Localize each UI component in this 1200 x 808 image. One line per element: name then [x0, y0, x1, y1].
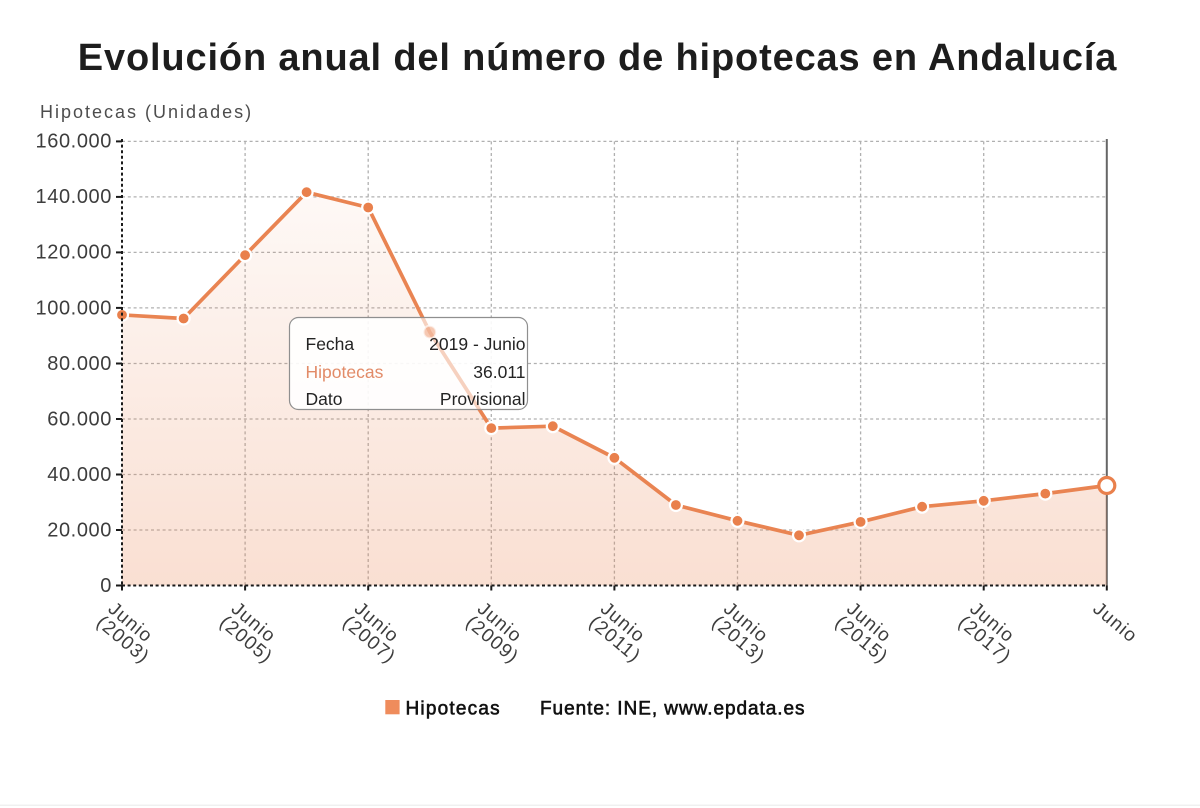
svg-text:40.000: 40.000	[47, 464, 112, 486]
svg-text:Fecha: Fecha	[306, 334, 355, 354]
svg-text:100.000: 100.000	[36, 297, 113, 319]
svg-text:120.000: 120.000	[36, 242, 113, 264]
svg-text:Hipotecas: Hipotecas	[306, 362, 384, 382]
svg-text:36.011: 36.011	[473, 362, 525, 382]
svg-text:Hipotecas: Hipotecas	[406, 698, 501, 719]
svg-text:Junio: Junio	[1089, 598, 1142, 647]
svg-text:160.000: 160.000	[36, 131, 113, 153]
svg-text:2019 - Junio: 2019 - Junio	[429, 334, 525, 354]
svg-text:Hipotecas (Unidades): Hipotecas (Unidades)	[40, 102, 253, 122]
svg-text:Fuente: INE, www.epdata.es: Fuente: INE, www.epdata.es	[540, 698, 806, 719]
svg-text:60.000: 60.000	[47, 408, 112, 430]
svg-text:Dato: Dato	[306, 389, 343, 409]
svg-text:20.000: 20.000	[47, 519, 112, 541]
svg-text:80.000: 80.000	[47, 353, 112, 375]
svg-text:Provisional: Provisional	[440, 389, 526, 409]
svg-text:Evolución anual del número de: Evolución anual del número de hipotecas …	[78, 37, 1117, 79]
svg-text:140.000: 140.000	[36, 186, 113, 208]
svg-text:0: 0	[100, 575, 112, 597]
